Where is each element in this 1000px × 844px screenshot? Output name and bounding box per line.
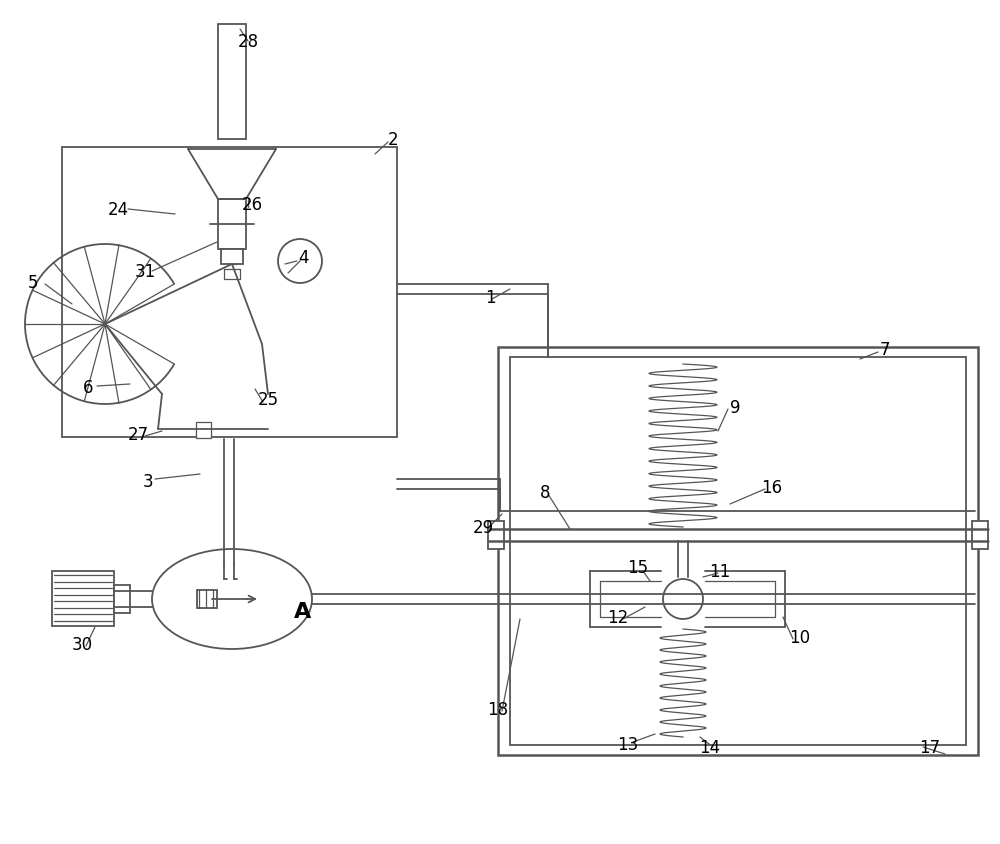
Text: 2: 2 <box>388 131 398 149</box>
Text: 11: 11 <box>709 562 731 581</box>
Text: 29: 29 <box>472 518 494 537</box>
Text: 24: 24 <box>107 201 129 219</box>
Text: 15: 15 <box>627 559 649 576</box>
Text: 25: 25 <box>257 391 279 408</box>
Text: 26: 26 <box>241 196 263 214</box>
Bar <box>221 250 243 265</box>
Text: 31: 31 <box>134 262 156 281</box>
Text: A: A <box>294 601 312 621</box>
Text: 18: 18 <box>487 701 509 718</box>
Text: 12: 12 <box>607 609 629 626</box>
Text: 8: 8 <box>540 484 550 501</box>
Bar <box>510 358 966 745</box>
Text: 16: 16 <box>761 479 783 496</box>
Text: 1: 1 <box>485 289 495 306</box>
Bar <box>972 522 988 549</box>
Text: 4: 4 <box>298 249 308 267</box>
Text: 28: 28 <box>237 33 259 51</box>
Bar <box>62 148 397 437</box>
Text: 3: 3 <box>143 473 153 490</box>
Bar <box>196 423 211 439</box>
Circle shape <box>663 579 703 619</box>
Text: 7: 7 <box>880 341 890 359</box>
Bar <box>488 522 504 549</box>
Bar <box>218 25 246 140</box>
Bar <box>52 571 114 626</box>
Text: 17: 17 <box>919 738 941 756</box>
Bar <box>218 200 246 250</box>
Text: 6: 6 <box>83 379 93 397</box>
Text: 10: 10 <box>789 628 811 647</box>
Bar <box>114 585 130 614</box>
Circle shape <box>278 240 322 284</box>
Bar <box>197 590 217 609</box>
Text: 27: 27 <box>127 425 149 443</box>
Text: 13: 13 <box>617 735 639 753</box>
Ellipse shape <box>152 549 312 649</box>
Text: 30: 30 <box>71 636 93 653</box>
Bar <box>498 348 978 755</box>
Text: 14: 14 <box>699 738 721 756</box>
Text: 9: 9 <box>730 398 740 416</box>
Text: 5: 5 <box>28 273 38 292</box>
